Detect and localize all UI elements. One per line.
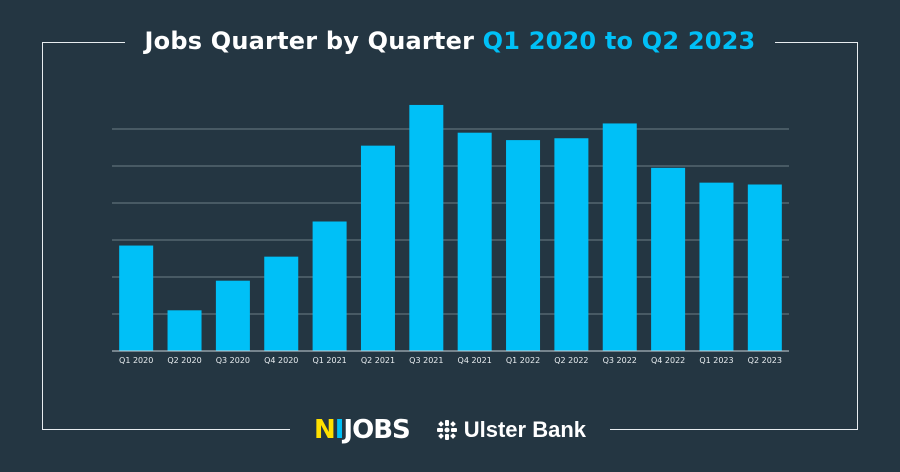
bar-q2-2021 (360, 145, 395, 351)
bar-q3-2022 (602, 123, 637, 351)
ulster-bank-logo: Ulster Bank (436, 417, 586, 443)
ulster-bank-text: Ulster Bank (463, 417, 587, 442)
x-tick-label: Q1 2023 (699, 356, 733, 365)
x-tick-label: Q2 2021 (361, 356, 395, 365)
bar-q3-2020 (215, 280, 250, 351)
x-tick-label: Q2 2022 (554, 356, 588, 365)
bar-q2-2022 (554, 138, 589, 351)
chart-title: Jobs Quarter by Quarter Q1 2020 to Q2 20… (0, 27, 900, 55)
x-tick-label: Q1 2020 (119, 356, 153, 365)
bar-q2-2020 (167, 310, 202, 351)
x-tick-label: Q3 2022 (603, 356, 637, 365)
x-tick-label: Q3 2021 (409, 356, 443, 365)
nijobs-logo: N I JOBS (313, 415, 411, 445)
x-tick-label: Q4 2020 (264, 356, 298, 365)
bar-q1-2022 (506, 140, 541, 351)
bar-q1-2023 (699, 182, 734, 351)
bar-q3-2021 (409, 104, 444, 351)
ulster-bank-logo-icon (436, 420, 457, 440)
x-tick-labels: Q1 2020 Q2 2020 Q3 2020 Q4 2020 Q1 2021 Q2 20… (119, 356, 782, 365)
x-tick-label: Q1 2021 (312, 356, 346, 365)
bar-q2-2023 (747, 184, 782, 351)
bar-q1-2021 (312, 221, 347, 351)
bars (119, 104, 782, 351)
bar-q4-2021 (457, 132, 492, 351)
footer-logos: N I JOBS Ulster Bank (0, 410, 900, 450)
x-tick-label: Q4 2022 (651, 356, 685, 365)
x-tick-label: Q3 2020 (216, 356, 250, 365)
title-accent: Q1 2020 to Q2 2023 (482, 27, 756, 55)
x-tick-label: Q2 2023 (748, 356, 782, 365)
title-main: Jobs Quarter by Quarter (144, 27, 483, 55)
x-tick-label: Q1 2022 (506, 356, 540, 365)
x-tick-label: Q2 2020 (167, 356, 201, 365)
bar-q4-2020 (264, 256, 299, 351)
bar-q4-2022 (651, 167, 686, 351)
gridlines (112, 128, 789, 315)
bar-q1-2020 (119, 245, 154, 351)
x-tick-label: Q4 2021 (458, 356, 492, 365)
